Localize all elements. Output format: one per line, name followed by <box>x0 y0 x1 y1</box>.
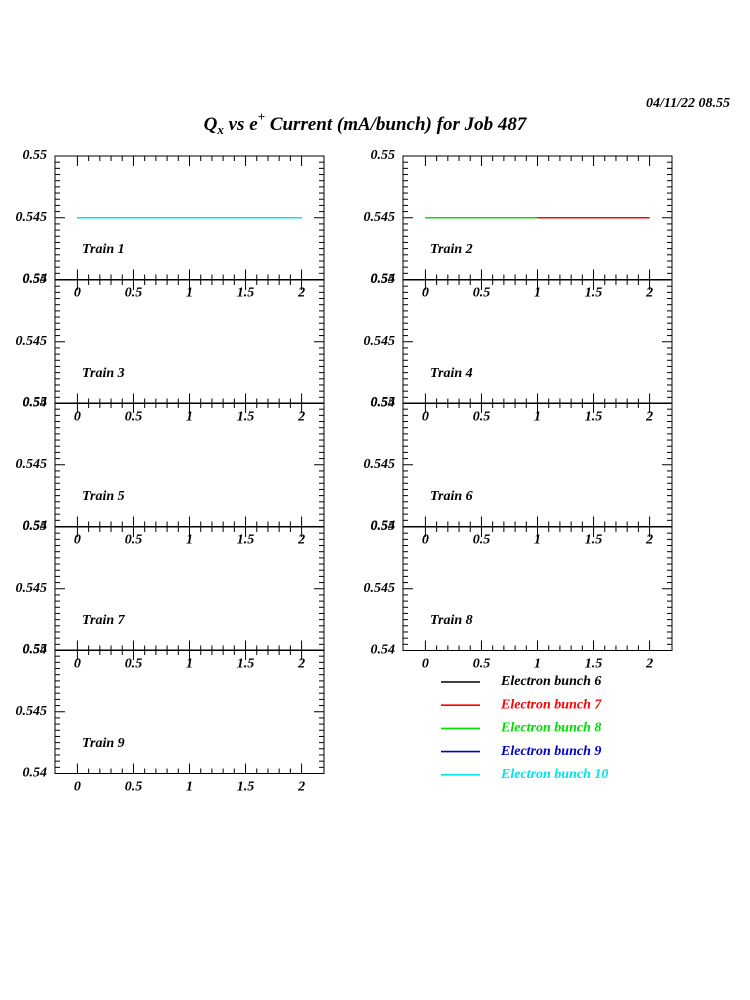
x-tick-label: 2 <box>297 780 305 795</box>
y-tick-label: 0.55 <box>23 519 48 534</box>
y-tick-label: 0.55 <box>23 642 48 657</box>
x-tick-label: 2 <box>297 533 305 548</box>
x-tick-label: 0 <box>74 410 81 425</box>
title-sup: + <box>258 109 265 124</box>
x-tick-label: 0.5 <box>125 533 143 548</box>
y-tick-label: 0.55 <box>371 519 396 534</box>
x-tick-label: 1 <box>186 410 193 425</box>
title-part: Q <box>204 114 218 135</box>
x-tick-label: 0.5 <box>473 410 491 425</box>
legend-label: Electron bunch 10 <box>500 767 608 782</box>
y-tick-label: 0.545 <box>16 210 48 225</box>
panel-title: Train 8 <box>430 613 473 628</box>
x-tick-label: 2 <box>645 286 653 301</box>
y-tick-label: 0.545 <box>364 210 396 225</box>
x-tick-label: 0.5 <box>125 657 143 672</box>
y-tick-label: 0.55 <box>23 148 48 163</box>
y-tick-label: 0.545 <box>364 581 396 596</box>
x-tick-label: 1 <box>534 286 541 301</box>
x-tick-label: 1.5 <box>585 286 603 301</box>
y-tick-label: 0.54 <box>23 766 48 781</box>
x-tick-label: 0.5 <box>125 286 143 301</box>
x-tick-label: 1 <box>534 657 541 672</box>
x-tick-label: 2 <box>645 533 653 548</box>
y-tick-label: 0.54 <box>23 519 48 534</box>
x-tick-label: 1 <box>534 410 541 425</box>
x-tick-label: 0 <box>74 286 81 301</box>
y-tick-label: 0.55 <box>371 272 396 287</box>
page-title: Qx vs e+ Current (mA/bunch) for Job 487 <box>204 109 528 137</box>
panel-title: Train 3 <box>82 366 125 381</box>
x-tick-label: 1 <box>186 657 193 672</box>
x-tick-label: 0.5 <box>473 657 491 672</box>
x-tick-label: 1.5 <box>585 657 603 672</box>
legend-label: Electron bunch 7 <box>500 697 602 712</box>
legend-label: Electron bunch 9 <box>500 744 601 759</box>
x-tick-label: 1 <box>186 533 193 548</box>
x-tick-label: 0.5 <box>473 286 491 301</box>
x-tick-label: 1.5 <box>585 410 603 425</box>
x-tick-label: 0.5 <box>473 533 491 548</box>
x-tick-label: 2 <box>297 657 305 672</box>
x-tick-label: 0 <box>422 533 429 548</box>
x-tick-label: 0 <box>422 286 429 301</box>
y-tick-label: 0.55 <box>23 395 48 410</box>
x-tick-label: 0 <box>74 533 81 548</box>
y-tick-label: 0.545 <box>364 334 396 349</box>
x-tick-label: 2 <box>297 286 305 301</box>
panel-title: Train 6 <box>430 489 473 504</box>
y-tick-label: 0.55 <box>23 272 48 287</box>
x-tick-label: 2 <box>645 410 653 425</box>
panel-title: Train 9 <box>82 736 125 751</box>
legend-label: Electron bunch 6 <box>500 674 601 689</box>
x-tick-label: 1.5 <box>237 533 255 548</box>
x-tick-label: 0.5 <box>125 780 143 795</box>
x-tick-label: 0 <box>74 657 81 672</box>
x-tick-label: 1 <box>186 286 193 301</box>
x-tick-label: 0 <box>74 780 81 795</box>
title-part: vs e <box>224 114 258 135</box>
x-tick-label: 2 <box>645 657 653 672</box>
x-tick-label: 0.5 <box>125 410 143 425</box>
x-tick-label: 2 <box>297 410 305 425</box>
title-part: Current (mA/bunch) for Job 487 <box>265 114 528 135</box>
y-tick-label: 0.55 <box>371 395 396 410</box>
y-tick-label: 0.54 <box>371 643 396 658</box>
y-tick-label: 0.54 <box>23 272 48 287</box>
y-tick-label: 0.55 <box>371 148 396 163</box>
y-tick-label: 0.545 <box>16 334 48 349</box>
y-tick-label: 0.545 <box>16 457 48 472</box>
panel-title: Train 2 <box>430 242 473 257</box>
legend-label: Electron bunch 8 <box>500 721 601 736</box>
panel-title: Train 4 <box>430 366 473 381</box>
y-tick-label: 0.54 <box>371 272 396 287</box>
x-tick-label: 1.5 <box>237 286 255 301</box>
y-tick-label: 0.54 <box>23 396 48 411</box>
panel-title: Train 1 <box>82 242 125 257</box>
x-tick-label: 1.5 <box>237 657 255 672</box>
panel-title: Train 7 <box>82 613 126 628</box>
panel-title: Train 5 <box>82 489 125 504</box>
y-tick-label: 0.54 <box>371 519 396 534</box>
x-tick-label: 1.5 <box>237 780 255 795</box>
x-tick-label: 0 <box>422 657 429 672</box>
x-tick-label: 1 <box>534 533 541 548</box>
y-tick-label: 0.545 <box>16 704 48 719</box>
y-tick-label: 0.54 <box>23 643 48 658</box>
x-tick-label: 1 <box>186 780 193 795</box>
y-tick-label: 0.545 <box>16 581 48 596</box>
x-tick-label: 0 <box>422 410 429 425</box>
x-tick-label: 1.5 <box>585 533 603 548</box>
timestamp: 04/11/22 08.55 <box>646 96 730 111</box>
y-tick-label: 0.545 <box>364 457 396 472</box>
x-tick-label: 1.5 <box>237 410 255 425</box>
y-tick-label: 0.54 <box>371 396 396 411</box>
title-sub: x <box>216 122 224 137</box>
